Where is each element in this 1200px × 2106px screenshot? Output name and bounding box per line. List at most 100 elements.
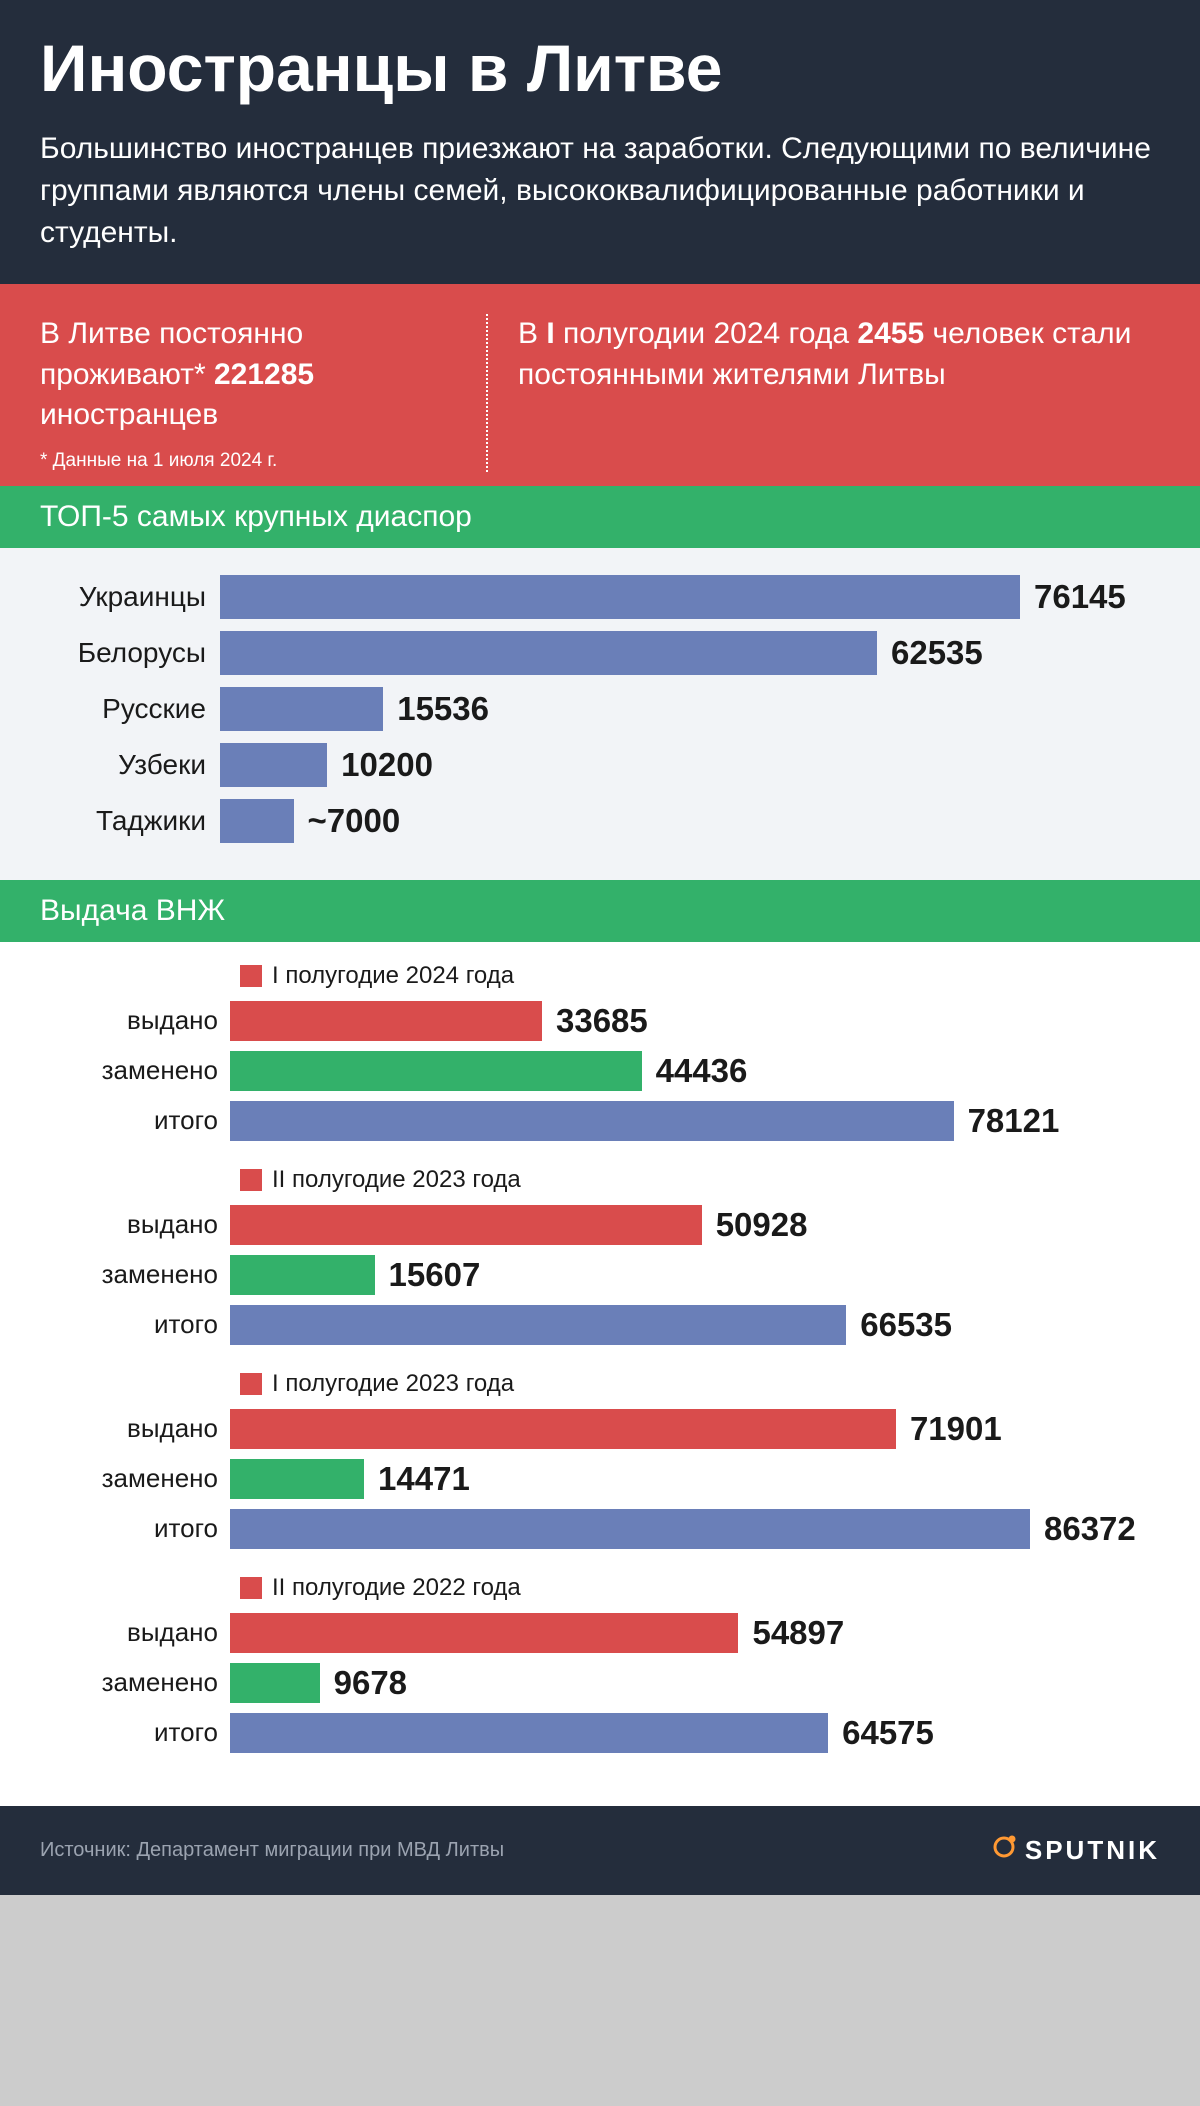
bar-container: 62535 [220,631,1160,675]
diaspora-value: 10200 [327,746,433,784]
header-section: Иностранцы в Литве Большинство иностранц… [0,0,1200,284]
period-marker-icon [240,1577,262,1599]
permit-row: заменено 9678 [40,1660,1160,1706]
permit-row: выдано 33685 [40,998,1160,1044]
stats-panel: В Литве постоянно проживают* 221285 инос… [0,284,1200,486]
bar-container: 86372 [230,1509,1160,1549]
period-title: I полугодие 2023 года [272,1370,514,1398]
permit-value: 86372 [1030,1510,1136,1548]
permit-label: заменено [40,1667,230,1698]
period-title: II полугодие 2022 года [272,1574,521,1602]
main-title: Иностранцы в Литве [40,30,1160,106]
permit-bar [230,1409,896,1449]
diaspora-row: Украинцы 76145 [40,572,1160,622]
diaspora-chart: Украинцы76145Белорусы62535Русские15536Уз… [0,548,1200,880]
permit-row: итого66535 [40,1302,1160,1348]
diaspora-label: Таджики [40,805,220,837]
period-title-row: I полугодие 2023 года [40,1370,1160,1398]
diaspora-label: Украинцы [40,581,220,613]
period-group: I полугодие 2023 года выдано 71901 заменено… [40,1370,1160,1552]
period-title: I полугодие 2024 года [272,962,514,990]
period-title-row: II полугодие 2023 года [40,1166,1160,1194]
bar-container: 76145 [220,575,1160,619]
permit-row: заменено44436 [40,1048,1160,1094]
permit-row: выдано50928 [40,1202,1160,1248]
permit-row: итого 86372 [40,1506,1160,1552]
permit-label: заменено [40,1259,230,1290]
bar-container: ~7000 [220,799,1160,843]
diaspora-row: Русские 15536 [40,684,1160,734]
permit-value: 78121 [954,1102,1060,1140]
permit-value: 14471 [364,1460,470,1498]
permit-row: выдано 71901 [40,1406,1160,1452]
permit-value: 9678 [320,1664,407,1702]
permit-bar [230,1713,828,1753]
diaspora-value: 15536 [383,690,489,728]
period-marker-icon [240,1169,262,1191]
stat-bold: I [546,317,554,350]
permits-header: Выдача ВНЖ [0,880,1200,942]
permit-label: заменено [40,1055,230,1086]
period-title: II полугодие 2023 года [272,1166,521,1194]
permit-bar [230,1663,320,1703]
permit-label: итого [40,1513,230,1544]
diaspora-header: ТОП-5 самых крупных диаспор [0,486,1200,548]
diaspora-value: 76145 [1020,578,1126,616]
period-group: II полугодие 2022 годавыдано54897заменен… [40,1574,1160,1756]
diaspora-bar [220,799,294,843]
permit-value: 64575 [828,1714,934,1752]
bar-container: 66535 [230,1305,1160,1345]
permit-label: заменено [40,1463,230,1494]
stats-right: В I полугодии 2024 года 2455 человек ста… [488,314,1160,472]
permit-label: итого [40,1105,230,1136]
source-text: Источник: Департамент миграции при МВД Л… [40,1839,504,1862]
stat-text: В [518,317,546,350]
permit-bar [230,1255,375,1295]
permit-value: 33685 [542,1002,648,1040]
permit-label: итого [40,1309,230,1340]
permit-bar [230,1001,542,1041]
permit-row: заменено15607 [40,1252,1160,1298]
diaspora-bar [220,575,1020,619]
diaspora-label: Узбеки [40,749,220,781]
new-residents-stat: В I полугодии 2024 года 2455 человек ста… [518,314,1160,395]
permit-label: выдано [40,1413,230,1444]
bar-container: 15607 [230,1255,1160,1295]
permit-label: итого [40,1717,230,1748]
bar-container: 15536 [220,687,1160,731]
permit-bar [230,1509,1030,1549]
bar-container: 54897 [230,1613,1160,1653]
footer-section: Источник: Департамент миграции при МВД Л… [0,1806,1200,1895]
stat-text: полугодии 2024 года [555,317,858,350]
permit-value: 71901 [896,1410,1002,1448]
bar-container: 64575 [230,1713,1160,1753]
permit-label: выдано [40,1005,230,1036]
period-title-row: I полугодие 2024 года [40,962,1160,990]
permit-row: итого 78121 [40,1098,1160,1144]
footnote: * Данные на 1 июля 2024 г. [40,450,466,472]
bar-container: 78121 [230,1101,1160,1141]
diaspora-bar [220,631,877,675]
diaspora-value: ~7000 [294,802,401,840]
infographic-container: Иностранцы в Литве Большинство иностранц… [0,0,1200,1895]
stat-value: 2455 [857,317,924,350]
bar-container: 50928 [230,1205,1160,1245]
residents-stat: В Литве постоянно проживают* 221285 инос… [40,314,466,436]
bar-container: 10200 [220,743,1160,787]
permit-bar [230,1305,846,1345]
permits-chart: I полугодие 2024 года выдано 33685 заменено… [0,942,1200,1806]
permit-row: заменено 14471 [40,1456,1160,1502]
period-marker-icon [240,1373,262,1395]
permit-bar [230,1051,642,1091]
sputnik-icon [989,1832,1019,1869]
stat-value: 221285 [214,358,314,391]
diaspora-bar [220,743,327,787]
permit-row: итого 64575 [40,1710,1160,1756]
stat-text: иностранцев [40,398,218,431]
diaspora-bar [220,687,383,731]
permit-bar [230,1101,954,1141]
bar-container: 9678 [230,1663,1160,1703]
logo: SPUTNIK [989,1832,1160,1869]
bar-container: 44436 [230,1051,1160,1091]
diaspora-label: Русские [40,693,220,725]
